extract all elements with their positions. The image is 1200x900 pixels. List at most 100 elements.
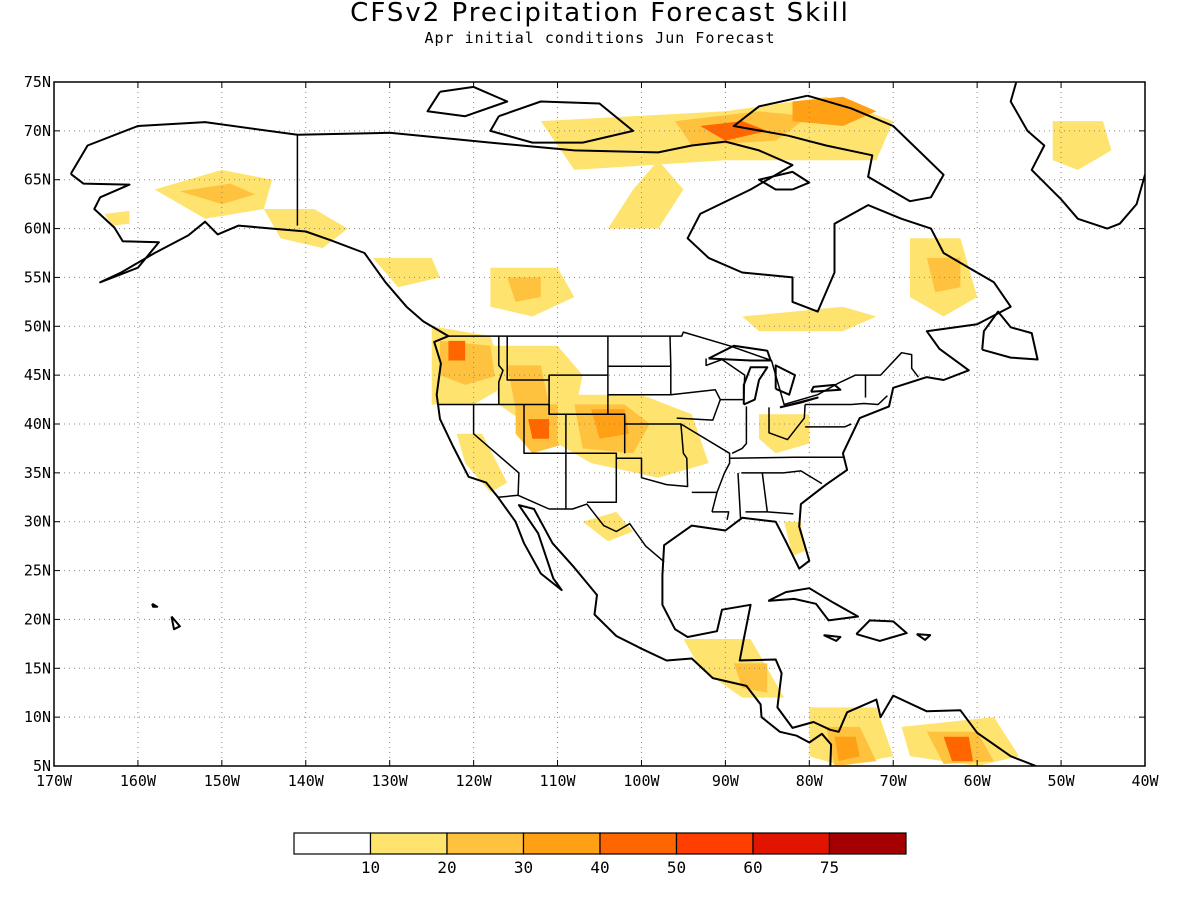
political-border bbox=[712, 511, 730, 520]
skill-region bbox=[507, 365, 550, 410]
lon-tick-label: 170W bbox=[36, 772, 73, 790]
lat-tick-label: 30N bbox=[24, 513, 51, 531]
skill-region bbox=[1052, 121, 1112, 170]
political-border bbox=[729, 456, 844, 459]
lat-tick-label: 70N bbox=[24, 122, 51, 140]
lat-tick-label: 5N bbox=[33, 757, 51, 775]
coastline bbox=[170, 615, 181, 631]
colorbar-swatch bbox=[675, 832, 754, 855]
colorbar-swatch bbox=[828, 832, 907, 855]
lat-tick-label: 60N bbox=[24, 220, 51, 238]
skill-region bbox=[104, 211, 130, 226]
lat-tick-label: 15N bbox=[24, 659, 51, 677]
political-border bbox=[737, 472, 742, 518]
coastline bbox=[151, 602, 159, 608]
colorbar-swatch bbox=[599, 832, 678, 855]
coastline bbox=[767, 587, 859, 622]
political-border bbox=[448, 331, 919, 406]
lat-tick-label: 50N bbox=[24, 317, 51, 335]
skill-region bbox=[179, 183, 256, 205]
coastline bbox=[426, 85, 509, 118]
political-border bbox=[805, 423, 852, 428]
lat-tick-label: 10N bbox=[24, 708, 51, 726]
skill-region bbox=[700, 121, 768, 141]
coastline bbox=[758, 170, 811, 191]
political-border bbox=[705, 358, 746, 401]
skill-region bbox=[448, 340, 466, 361]
colorbar-label: 40 bbox=[590, 858, 609, 877]
skill-region bbox=[582, 511, 634, 542]
political-border bbox=[498, 336, 504, 405]
skill-region bbox=[742, 306, 877, 332]
skill-region bbox=[372, 257, 440, 288]
lon-tick-label: 120W bbox=[456, 772, 493, 790]
political-border bbox=[506, 336, 608, 381]
colorbar-swatch bbox=[446, 832, 525, 855]
political-border bbox=[711, 492, 718, 513]
lat-tick-label: 40N bbox=[24, 415, 51, 433]
coastline bbox=[732, 94, 945, 203]
political-border bbox=[607, 336, 672, 396]
colorbar-label: 60 bbox=[743, 858, 762, 877]
colorbar-label: 20 bbox=[437, 858, 456, 877]
political-border bbox=[616, 423, 689, 488]
skill-region bbox=[456, 433, 508, 493]
lat-tick-label: 20N bbox=[24, 610, 51, 628]
lat-tick-label: 65N bbox=[24, 171, 51, 189]
lon-tick-label: 60W bbox=[964, 772, 992, 790]
political-border bbox=[472, 404, 520, 496]
colorbar-label: 10 bbox=[361, 858, 380, 877]
lon-tick-label: 40W bbox=[1131, 772, 1159, 790]
skill-region bbox=[759, 414, 810, 454]
political-border bbox=[761, 472, 769, 512]
colorbar-label: 50 bbox=[667, 858, 686, 877]
colorbar: 10 20 30 40 50 60 75 bbox=[293, 832, 907, 877]
skill-region bbox=[792, 96, 877, 126]
colorbar-label: 30 bbox=[514, 858, 533, 877]
skill-region bbox=[607, 160, 684, 229]
political-border bbox=[438, 336, 609, 415]
lon-tick-label: 70W bbox=[880, 772, 908, 790]
lon-tick-label: 80W bbox=[796, 772, 824, 790]
lat-tick-label: 55N bbox=[24, 268, 51, 286]
lon-tick-label: 100W bbox=[623, 772, 660, 790]
lon-tick-label: 140W bbox=[288, 772, 325, 790]
skill-region bbox=[943, 736, 973, 762]
axis-ticks: 75N 70N 65N 60N 55N 50N 45N 40N 35N 30N 25N 20N 15N 1… bbox=[24, 73, 1160, 790]
political-border bbox=[731, 406, 748, 454]
colorbar-swatch bbox=[293, 832, 372, 855]
lon-tick-label: 50W bbox=[1048, 772, 1076, 790]
coastline bbox=[855, 619, 908, 642]
lon-tick-label: 150W bbox=[204, 772, 241, 790]
political-border bbox=[680, 423, 731, 494]
coastline bbox=[916, 633, 932, 641]
coastline bbox=[1009, 82, 1145, 230]
coastline bbox=[981, 310, 1039, 361]
skill-region bbox=[507, 277, 541, 302]
lon-tick-label: 110W bbox=[539, 772, 576, 790]
lon-tick-label: 130W bbox=[372, 772, 409, 790]
coastline bbox=[489, 100, 635, 144]
lat-tick-label: 25N bbox=[24, 562, 51, 580]
lat-tick-label: 35N bbox=[24, 464, 51, 482]
lat-tick-label: 75N bbox=[24, 73, 51, 91]
coastline bbox=[823, 634, 842, 642]
political-border bbox=[565, 414, 618, 503]
political-border bbox=[768, 404, 806, 441]
colorbar-swatch bbox=[522, 832, 601, 855]
skill-region bbox=[926, 257, 961, 293]
map-subtitle: Apr initial conditions Jun Forecast bbox=[424, 29, 776, 47]
colorbar-swatch bbox=[752, 832, 831, 855]
colorbar-swatch bbox=[369, 832, 448, 855]
political-border bbox=[805, 395, 888, 406]
coastline bbox=[69, 121, 1037, 766]
skill-region bbox=[528, 419, 550, 439]
skill-region bbox=[834, 736, 860, 762]
lon-tick-label: 90W bbox=[712, 772, 740, 790]
lon-tick-label: 160W bbox=[120, 772, 157, 790]
political-border bbox=[745, 511, 794, 515]
coastline bbox=[779, 396, 819, 409]
political-border bbox=[741, 470, 823, 485]
colorbar-label: 75 bbox=[820, 858, 839, 877]
